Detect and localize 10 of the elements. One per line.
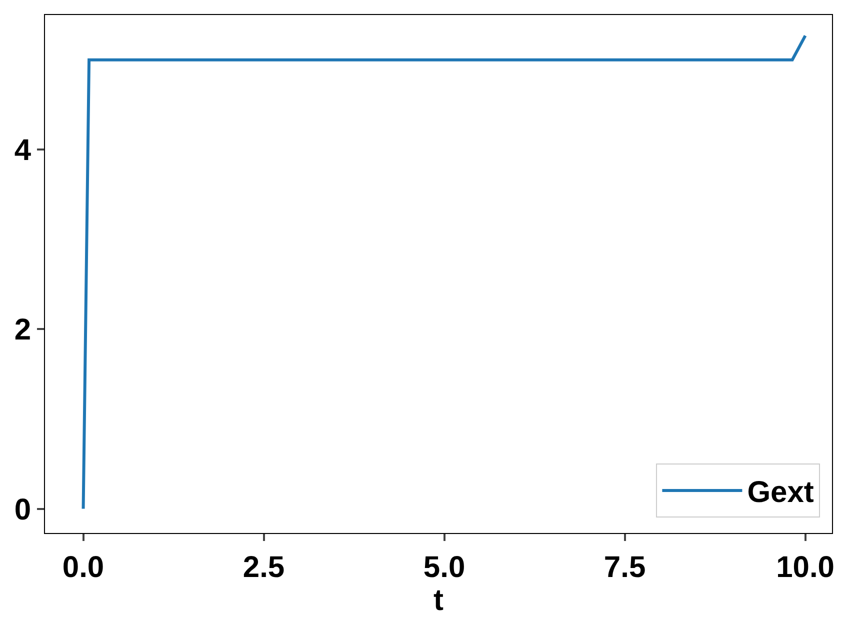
legend-label: Gext [747, 476, 814, 510]
x-tick-label: 2.5 [242, 551, 285, 584]
x-tick-label: 10.0 [776, 551, 834, 584]
x-tick-label: 0.0 [62, 551, 104, 584]
x-tick-label: 7.5 [604, 551, 646, 584]
x-tick-label: 5.0 [423, 551, 466, 584]
y-tick-label: 2 [14, 314, 31, 347]
x-axis-title: t [434, 584, 444, 617]
y-tick-label: 4 [14, 134, 32, 168]
y-tick-label: 0 [14, 493, 31, 526]
